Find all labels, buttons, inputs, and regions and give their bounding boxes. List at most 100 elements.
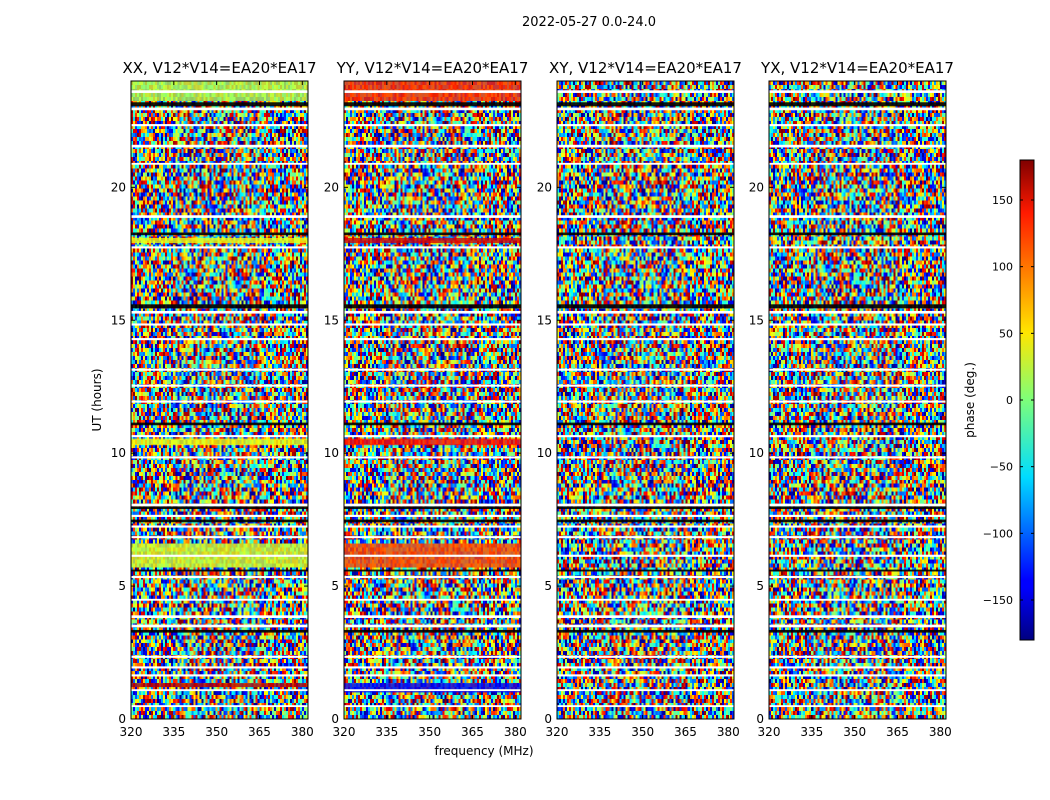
flag-blank-band (131, 666, 308, 669)
flag-blank-band (344, 310, 521, 314)
flag-blank-band (557, 124, 734, 127)
flag-blank-band (344, 674, 521, 677)
y-tick-label: 20 (324, 180, 339, 194)
flag-blank-band (769, 435, 946, 438)
flag-blank-band (131, 338, 308, 341)
coherent-phase-band (344, 683, 521, 693)
x-tick-label: 365 (461, 725, 484, 739)
x-tick-label: 350 (205, 725, 228, 739)
flag-blank-band (769, 536, 946, 539)
flag-blank-band (557, 598, 734, 601)
colorbar: −150 −100 −50 0 50 100 150 phase (deg.) (963, 159, 1035, 641)
flag-blank-band (769, 124, 946, 127)
flag-dark-band (344, 629, 521, 633)
phase-heatmap (557, 81, 734, 719)
flag-blank-band (344, 598, 521, 601)
x-tick-label: 335 (800, 725, 823, 739)
flag-blank-band (131, 456, 308, 459)
flag-blank-band (344, 514, 521, 517)
flag-dark-band (344, 422, 521, 426)
flag-blank-band (131, 655, 308, 658)
flag-blank-band (769, 338, 946, 341)
x-tick-label: 335 (588, 725, 611, 739)
x-axis-label: frequency (MHz) (434, 744, 533, 758)
flag-blank-band (131, 525, 308, 528)
y-tick-label: 20 (749, 180, 764, 194)
coherent-phase-band (344, 438, 521, 446)
panel-frame (768, 80, 947, 720)
y-tick-label: 10 (749, 446, 764, 460)
colorbar-tick-label: 50 (999, 327, 1013, 340)
flag-blank-band (557, 368, 734, 371)
flag-blank-band (344, 323, 521, 326)
flag-blank-band (131, 514, 308, 517)
flag-blank-band (769, 666, 946, 669)
flag-dark-band (557, 569, 734, 572)
flag-blank-band (131, 435, 308, 438)
flag-dark-band (557, 304, 734, 309)
flag-blank-band (131, 598, 308, 601)
panel-title: XY, V12*V14=EA20*EA17 (549, 59, 742, 77)
y-tick-label: 5 (331, 579, 339, 593)
flag-blank-band (769, 598, 946, 601)
flag-dark-band (769, 506, 946, 509)
flag-blank-band (344, 124, 521, 127)
flag-blank-band (557, 514, 734, 517)
flag-dark-band (131, 102, 308, 107)
colorbar-ticks: −150 −100 −50 0 50 100 150 (983, 194, 1034, 607)
flag-dark-band (769, 569, 946, 572)
flag-blank-band (769, 503, 946, 507)
flag-blank-band (131, 384, 308, 387)
flag-blank-band (557, 674, 734, 677)
phase-heatmap (131, 81, 308, 719)
y-tick-label: 0 (118, 712, 126, 726)
flag-dark-band (769, 102, 946, 107)
flag-blank-band (769, 615, 946, 618)
flag-blank-band (131, 503, 308, 507)
coherent-phase-band (131, 438, 308, 446)
phase-heatmap (769, 81, 946, 719)
flag-blank-band (131, 705, 308, 708)
flag-blank-band (557, 705, 734, 708)
flag-blank-band (769, 107, 946, 111)
flag-blank-band (344, 615, 521, 618)
flag-blank-band (131, 246, 308, 249)
x-tick-label: 335 (162, 725, 185, 739)
panel-title: YY, V12*V14=EA20*EA17 (336, 59, 529, 77)
x-tick-label: 380 (504, 725, 527, 739)
flag-blank-band (344, 246, 521, 249)
flag-blank-band (131, 400, 308, 403)
flag-blank-band (557, 435, 734, 438)
panel-frame (130, 80, 309, 720)
y-axis-label: UT (hours) (90, 368, 104, 431)
flag-dark-band (557, 102, 734, 107)
y-tick-label: 15 (749, 313, 764, 327)
flag-dark-band (131, 629, 308, 633)
y-tick-label: 5 (756, 579, 764, 593)
x-tick-label: 380 (717, 725, 740, 739)
flag-blank-band (557, 310, 734, 314)
flag-dark-band (131, 422, 308, 426)
flag-blank-band (557, 503, 734, 507)
flag-blank-band (557, 144, 734, 148)
flag-dark-band (131, 304, 308, 309)
y-tick-label: 5 (544, 579, 552, 593)
figure-suptitle: 2022-05-27 0.0-24.0 (522, 15, 656, 30)
flag-dark-band (769, 629, 946, 633)
flag-blank-band (131, 124, 308, 127)
flag-blank-band (557, 384, 734, 387)
x-tick-label: 350 (631, 725, 654, 739)
flag-dark-band (769, 232, 946, 236)
flag-dark-band (769, 422, 946, 426)
flag-blank-band (557, 624, 734, 628)
x-tick-label: 380 (929, 725, 952, 739)
phase-heatmap (344, 81, 521, 719)
flag-blank-band (344, 525, 521, 528)
flag-blank-band (344, 536, 521, 539)
colorbar-tick-label: 0 (1006, 394, 1013, 407)
coherent-phase-band (131, 683, 308, 688)
flag-blank-band (131, 575, 308, 579)
flag-blank-band (344, 655, 521, 658)
y-tick-label: 20 (111, 180, 126, 194)
flag-dark-band (131, 506, 308, 509)
